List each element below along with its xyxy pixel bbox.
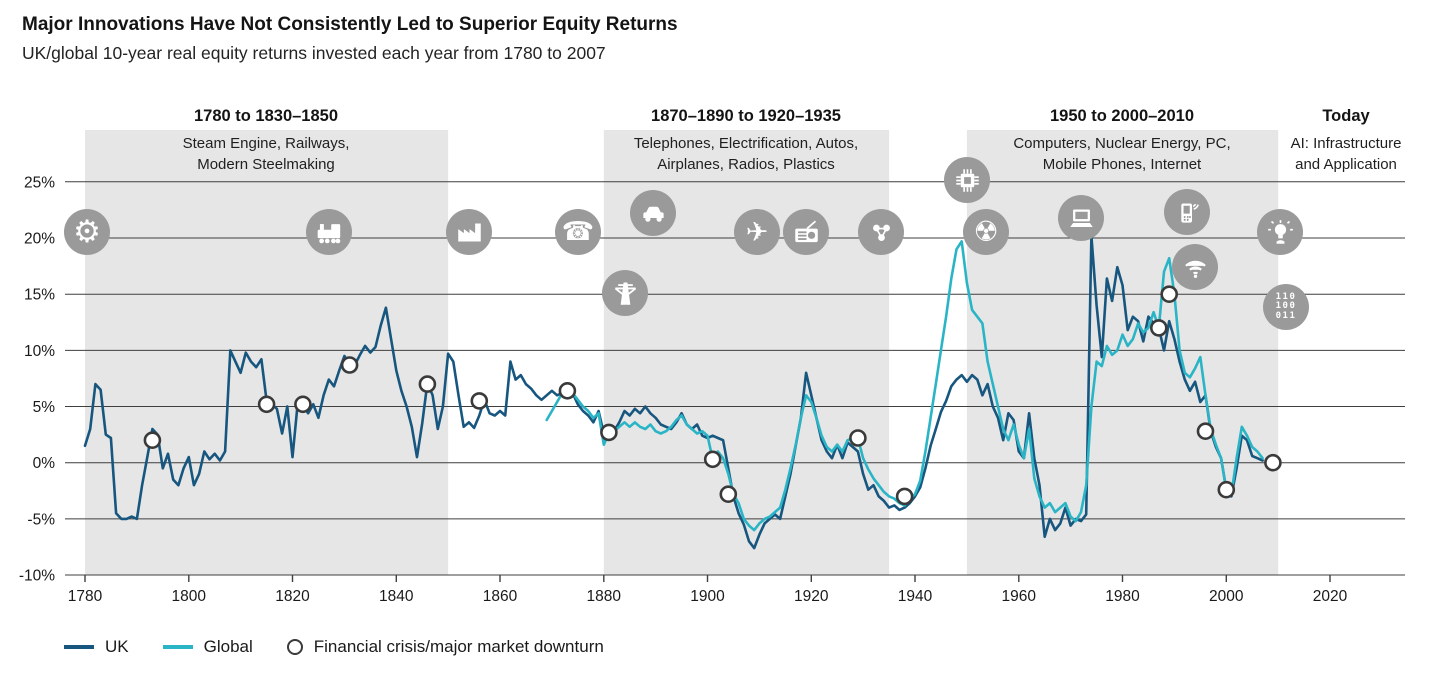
- crisis-marker: [143, 431, 162, 450]
- telephone-icon: ☎: [555, 209, 601, 255]
- crisis-marker: [340, 356, 359, 374]
- binary-digits-icon: 110 100 011: [1263, 284, 1309, 330]
- era-2-label: 1870–1890 to 1920–1935 Telephones, Elect…: [581, 107, 911, 175]
- crisis-marker: [600, 423, 618, 442]
- era-2-sub: Telephones, Electrification, Autos, Airpl…: [633, 135, 859, 173]
- legend-global-label: Global: [203, 637, 253, 656]
- plastics-molecule-icon: [858, 209, 904, 255]
- legend-uk-label: UK: [105, 637, 129, 656]
- legend-item-global: Global: [162, 637, 253, 657]
- airplane-icon: ✈: [734, 209, 780, 255]
- legend-crisis-label: Financial crisis/major market downturn: [313, 637, 604, 656]
- crisis-marker: [558, 381, 577, 400]
- svg-text:25%: 25%: [24, 174, 55, 191]
- svg-text:1780: 1780: [68, 588, 103, 605]
- wifi-icon: [1172, 244, 1218, 290]
- era-today-label: Today AI: Infrastructure and Application: [1261, 107, 1431, 175]
- svg-text:2000: 2000: [1209, 588, 1244, 605]
- svg-text:1900: 1900: [690, 588, 725, 605]
- crisis-marker: [257, 395, 276, 414]
- radio-icon: [783, 209, 829, 255]
- automobile-icon: [630, 190, 676, 236]
- crisis-marker: [294, 395, 312, 414]
- page-subtitle: UK/global 10-year real equity returns in…: [22, 43, 606, 63]
- era-1-sub: Steam Engine, Railways, Modern Steelmakin…: [182, 135, 350, 173]
- crisis-marker: [1150, 319, 1168, 337]
- global-line-swatch: [162, 645, 193, 649]
- era-1-heading: 1780 to 1830–1850: [193, 107, 339, 125]
- crisis-marker: [1196, 422, 1215, 441]
- crisis-marker: [703, 450, 722, 469]
- era-1-label: 1780 to 1830–1850 Steam Engine, Railways…: [101, 107, 431, 175]
- crisis-marker: [470, 392, 489, 410]
- crisis-marker: [1217, 480, 1236, 499]
- svg-text:1980: 1980: [1105, 588, 1140, 605]
- svg-text:0%: 0%: [33, 455, 56, 472]
- svg-text:20%: 20%: [24, 231, 55, 248]
- era-2-heading: 1870–1890 to 1920–1935: [651, 107, 841, 125]
- uk-series-line: [83, 234, 1264, 550]
- legend: UK Global Financial crisis/major market …: [64, 637, 638, 657]
- era-today-heading: Today: [1322, 107, 1370, 125]
- svg-text:5%: 5%: [33, 399, 56, 416]
- era-today-sub: AI: Infrastructure and Application: [1290, 135, 1402, 173]
- svg-text:10%: 10%: [24, 343, 55, 360]
- legend-item-crisis: Financial crisis/major market downturn: [286, 637, 604, 657]
- locomotive-icon: [306, 209, 352, 255]
- crisis-marker: [849, 429, 867, 447]
- crisis-marker: [895, 487, 914, 506]
- era-band-1: [85, 130, 449, 575]
- crisis-marker: [1160, 285, 1178, 304]
- svg-text:1940: 1940: [898, 588, 933, 605]
- svg-text:15%: 15%: [24, 287, 55, 304]
- svg-text:1840: 1840: [379, 588, 414, 605]
- svg-text:1820: 1820: [275, 588, 310, 605]
- svg-text:1800: 1800: [172, 588, 207, 605]
- era-3-sub: Computers, Nuclear Energy, PC, Mobile Pho…: [1013, 135, 1231, 173]
- page-title: Major Innovations Have Not Consistently …: [22, 14, 678, 35]
- ai-icon: [1257, 209, 1303, 255]
- electricity-pylon-icon: [602, 270, 648, 316]
- crisis-marker: [1264, 453, 1282, 472]
- nuclear-energy-icon: ☢: [963, 209, 1009, 255]
- era-band-3: [966, 130, 1279, 575]
- global-series-line: [545, 240, 1264, 532]
- svg-text:1860: 1860: [483, 588, 518, 605]
- era-3-label: 1950 to 2000–2010 Computers, Nuclear Ene…: [957, 107, 1287, 175]
- crisis-marker: [719, 485, 738, 504]
- uk-line-swatch: [64, 645, 94, 649]
- svg-text:1920: 1920: [794, 588, 829, 605]
- steam-engine-icon: ⚙: [64, 209, 110, 255]
- factory-icon: [446, 209, 492, 255]
- svg-text:1960: 1960: [1002, 588, 1037, 605]
- era-3-heading: 1950 to 2000–2010: [1049, 107, 1195, 125]
- svg-text:-5%: -5%: [27, 511, 55, 528]
- svg-text:-10%: -10%: [19, 568, 55, 585]
- microchip-icon: [944, 157, 990, 203]
- mobile-phone-icon: [1164, 189, 1210, 235]
- svg-text:2020: 2020: [1313, 588, 1348, 605]
- legend-item-uk: UK: [64, 637, 129, 657]
- crisis-marker-swatch: [286, 639, 303, 655]
- svg-text:1880: 1880: [587, 588, 622, 605]
- computer-icon: [1058, 195, 1104, 241]
- crisis-marker: [418, 375, 437, 393]
